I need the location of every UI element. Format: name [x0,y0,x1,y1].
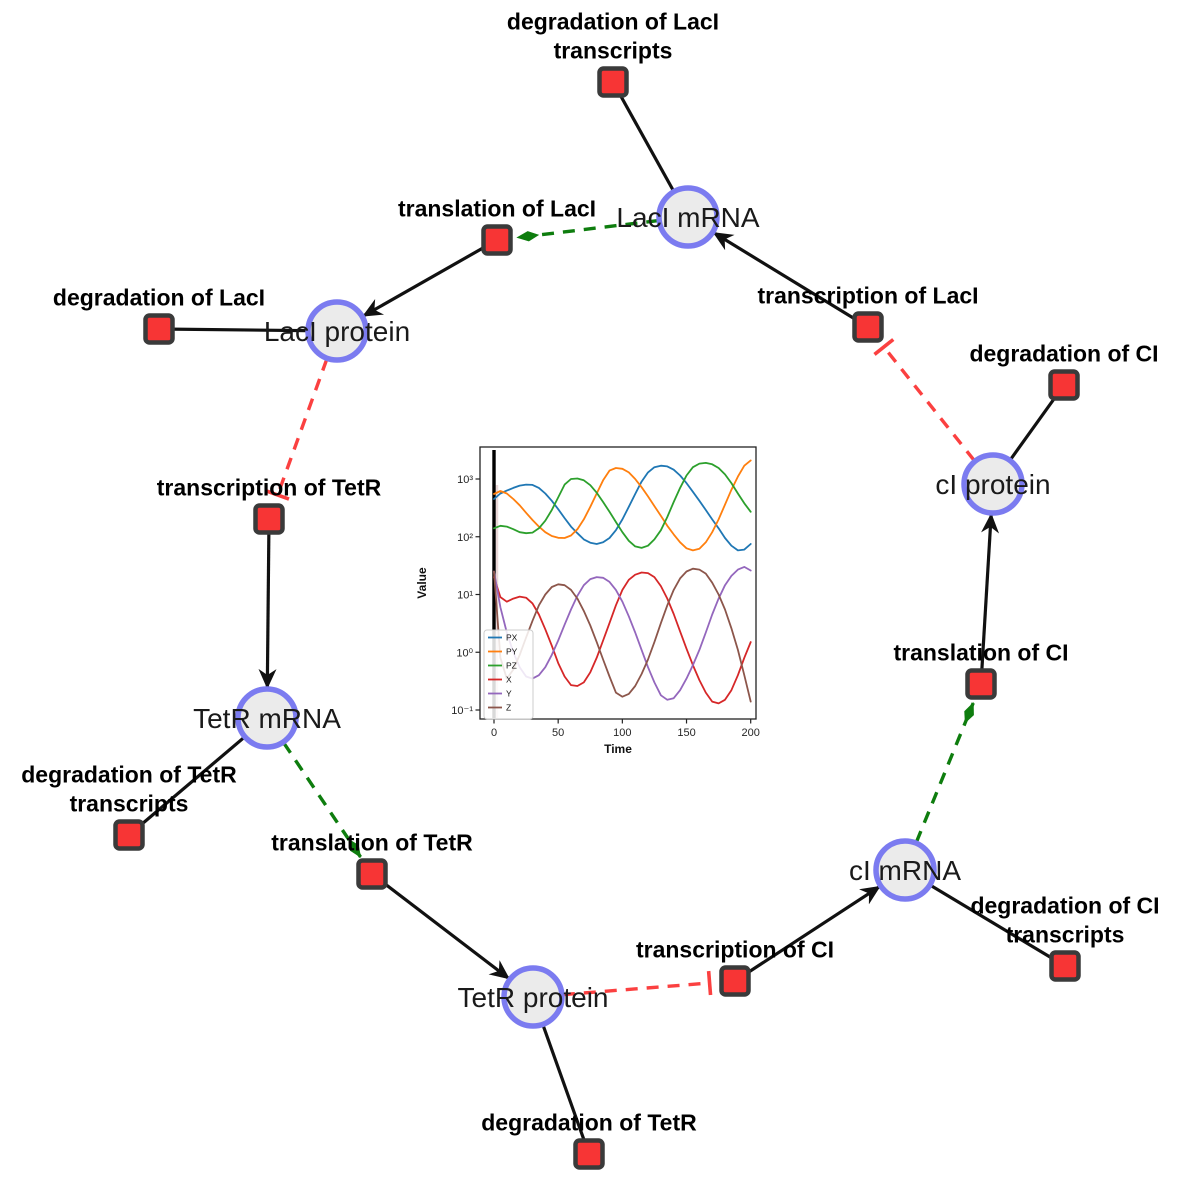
reaction-label-degradation-of-tetr: degradation of TetR [481,1110,697,1136]
edge-translation-of-laci-to-laci-protein [362,238,498,318]
reaction-label-translation-of-laci: translation of LacI [398,196,596,222]
y-tick-label: 10² [457,532,473,544]
edge-ci-protein-to-transcription-of-laci [882,345,976,462]
y-tick-label: 10⁰ [456,647,473,659]
y-tick-label: 10³ [457,474,473,486]
reaction-label-degradation-of-laci-transcripts: degradation of LacI transcripts [507,9,719,64]
y-tick-label: 10⁻¹ [451,705,473,717]
x-axis-title: Time [604,742,632,756]
species-node-ci-protein[interactable] [961,452,1025,516]
reaction-node-degradation-of-tetr-transcripts[interactable] [113,819,145,851]
reaction-label-degradation-of-ci: degradation of CI [969,341,1158,367]
series-y [493,566,752,701]
edge-translation-of-tetr-to-tetr-protein [371,872,511,981]
series-pz [493,462,752,549]
edge-tetr-protein-to-transcription-of-ci [562,981,710,997]
species-node-tetr-mrna[interactable] [235,686,299,750]
reaction-node-transcription-of-ci[interactable] [719,965,751,997]
x-tick-label: 50 [552,727,564,739]
edge-transcription-of-ci-to-ci-mrna [734,885,881,983]
edge-transcription-of-tetr-to-tetr-mrna [258,518,277,690]
x-tick-label: 100 [613,727,631,739]
reaction-label-translation-of-ci: translation of CI [893,640,1068,666]
edge-ci-mrna-to-translation-of-ci [914,702,975,843]
edge-transcription-of-laci-to-laci-mrna [712,231,869,329]
reaction-node-transcription-of-laci[interactable] [852,311,884,343]
reaction-label-transcription-of-laci: transcription of LacI [757,283,978,309]
chart-curves [493,459,752,705]
reaction-node-translation-of-ci[interactable] [965,668,997,700]
species-node-laci-protein[interactable] [305,299,369,363]
edge-laci-protein-to-transcription-of-tetr [276,358,329,496]
y-tick-label: 10¹ [457,590,473,602]
reaction-label-transcription-of-tetr: transcription of TetR [157,475,382,501]
legend-label-py: PY [506,647,518,657]
reaction-node-degradation-of-laci[interactable] [143,313,175,345]
edge-tetr-mrna-to-translation-of-tetr [282,741,362,858]
legend-label-z: Z [506,703,511,713]
plot-frame [479,446,757,720]
inset-chart: 0 50 100 150 20010⁻¹10⁰10¹10²10³TimeValuePXP… [415,446,760,756]
reaction-node-degradation-of-ci-transcripts[interactable] [1049,950,1081,982]
reaction-node-degradation-of-tetr[interactable] [573,1138,605,1170]
reaction-label-transcription-of-ci: transcription of CI [636,937,834,963]
series-px [493,464,752,552]
legend-label-px: PX [506,633,518,643]
species-label-ci-protein: cI protein [935,469,1050,500]
series-z [493,567,752,703]
x-tick-label: 200 [742,727,760,739]
edge-tetr-protein-to-transcription-of-ci-tbar [706,970,713,996]
legend-label-y: Y [506,689,512,699]
legend-label-pz: PZ [506,661,517,671]
species-node-laci-mrna[interactable] [656,185,720,249]
edge-laci-protein-to-transcription-of-tetr-tbar [265,489,290,501]
reaction-label-degradation-of-tetr-transcripts: degradation of TetR transcripts [21,762,237,817]
reaction-node-translation-of-laci[interactable] [481,224,513,256]
species-label-laci-mrna: LacI mRNA [616,202,759,233]
edge-ci-protein-to-transcription-of-laci-tbar [873,338,895,356]
reaction-node-degradation-of-ci[interactable] [1048,369,1080,401]
species-label-tetr-protein: TetR protein [458,982,609,1013]
species-node-ci-mrna[interactable] [873,838,937,902]
species-node-tetr-protein[interactable] [501,965,565,1029]
chart-legend: PX PY PZ XYZ [483,629,534,720]
edge-translation-of-ci-to-ci-protein [979,512,1000,685]
nodes-layer [113,66,1081,1170]
reaction-node-translation-of-tetr[interactable] [356,858,388,890]
series-py [493,459,752,552]
x-tick-label: 0 [491,727,497,739]
species-label-tetr-mrna: TetR mRNA [193,703,341,734]
species-label-ci-mrna: cI mRNA [849,855,961,886]
reaction-node-transcription-of-tetr[interactable] [253,503,285,535]
reaction-label-degradation-of-laci: degradation of LacI [53,285,265,311]
reaction-label-degradation-of-ci-transcripts: degradation of CI transcripts [970,893,1159,948]
y-axis-title: Value [415,567,429,599]
x-tick-label: 150 [677,727,695,739]
legend-label-x: X [506,675,512,685]
edge-laci-mrna-to-translation-of-laci [516,218,659,242]
reaction-label-translation-of-tetr: translation of TetR [271,830,473,856]
labels-layer: LacI mRNA LacI protein TetR mRNA TetR prote… [21,9,1159,1136]
species-label-laci-protein: LacI protein [264,316,410,347]
reaction-node-degradation-of-laci-transcripts[interactable] [597,66,629,98]
